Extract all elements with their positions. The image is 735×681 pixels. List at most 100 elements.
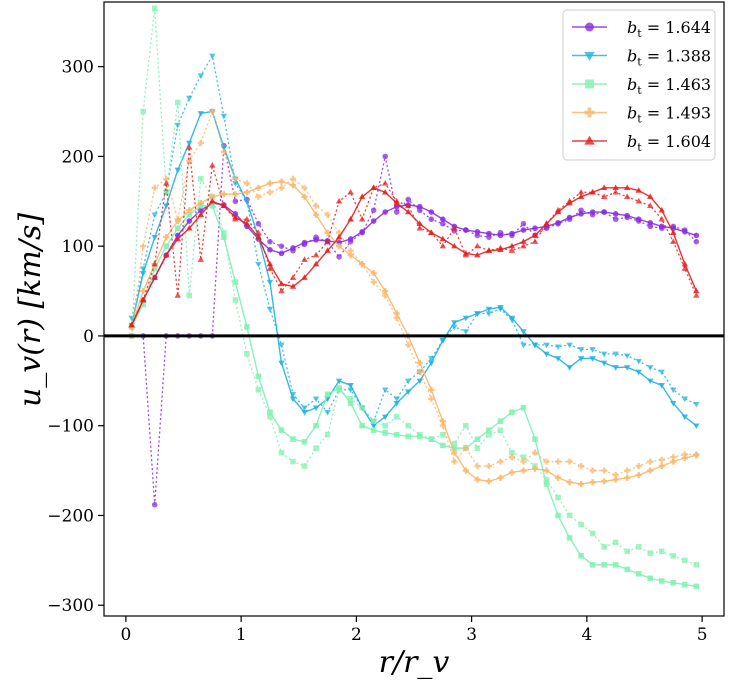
smooth-point bbox=[440, 216, 446, 223]
smooth-point bbox=[151, 265, 158, 272]
smooth-point bbox=[543, 481, 550, 487]
smooth-point bbox=[289, 283, 297, 289]
smooth-point bbox=[647, 575, 654, 582]
series-raw-line bbox=[131, 54, 697, 423]
smooth-point bbox=[139, 270, 147, 277]
raw-point bbox=[635, 358, 642, 365]
raw-point bbox=[670, 454, 677, 461]
raw-point bbox=[428, 395, 435, 402]
raw-point bbox=[267, 238, 273, 245]
raw-point bbox=[358, 215, 366, 222]
raw-point bbox=[278, 342, 285, 349]
raw-point bbox=[347, 395, 354, 402]
raw-point bbox=[416, 368, 423, 375]
smooth-point bbox=[382, 287, 389, 295]
raw-point bbox=[174, 99, 181, 106]
smooth-point bbox=[474, 251, 481, 258]
raw-point bbox=[301, 405, 308, 412]
raw-point bbox=[520, 220, 527, 227]
raw-point bbox=[393, 396, 400, 403]
legend-label: bt = 1.644 bbox=[627, 18, 711, 40]
smooth-point bbox=[197, 199, 204, 207]
smooth-point bbox=[266, 180, 274, 187]
smooth-point bbox=[244, 324, 250, 330]
raw-point bbox=[451, 458, 458, 465]
smooth-point bbox=[243, 220, 251, 226]
smooth-point bbox=[267, 409, 273, 416]
y-tick-label: 0 bbox=[83, 327, 94, 347]
raw-point bbox=[600, 351, 608, 358]
smooth-point bbox=[508, 242, 516, 249]
smooth-point bbox=[174, 235, 181, 242]
smooth-point bbox=[186, 211, 193, 218]
smooth-point bbox=[474, 229, 481, 235]
smooth-point bbox=[381, 414, 389, 421]
raw-point bbox=[474, 463, 481, 470]
smooth-point bbox=[243, 199, 251, 205]
raw-point bbox=[451, 440, 458, 447]
smooth-point bbox=[393, 310, 400, 317]
smooth-point bbox=[497, 474, 504, 481]
smooth-point bbox=[393, 401, 400, 407]
raw-point bbox=[462, 445, 469, 452]
smooth-point bbox=[347, 215, 354, 222]
raw-point bbox=[658, 548, 665, 555]
legend-marker bbox=[584, 51, 595, 61]
legend-value: = 1.388 bbox=[642, 47, 711, 66]
raw-point bbox=[347, 387, 354, 394]
raw-point bbox=[278, 243, 285, 249]
smooth-point bbox=[439, 235, 447, 242]
raw-point bbox=[577, 347, 585, 353]
raw-point bbox=[405, 378, 412, 385]
raw-point bbox=[335, 197, 343, 204]
raw-point bbox=[577, 188, 585, 195]
smooth-point bbox=[382, 209, 388, 215]
x-tick-label: 4 bbox=[581, 625, 592, 645]
raw-point bbox=[670, 553, 677, 559]
raw-point bbox=[612, 351, 619, 358]
smooth-point bbox=[497, 246, 504, 252]
smooth-point bbox=[278, 280, 285, 287]
smooth-point bbox=[693, 232, 700, 239]
raw-point bbox=[623, 353, 631, 360]
smooth-point bbox=[658, 223, 665, 230]
smooth-point bbox=[347, 252, 354, 259]
smooth-point bbox=[624, 566, 630, 573]
raw-point bbox=[670, 238, 677, 244]
raw-point bbox=[485, 311, 493, 317]
smooth-point bbox=[370, 270, 377, 277]
smooth-point bbox=[681, 414, 689, 421]
smooth-point bbox=[612, 365, 619, 371]
raw-point bbox=[682, 557, 688, 564]
raw-point bbox=[555, 494, 561, 501]
raw-point bbox=[647, 458, 654, 465]
legend-frame bbox=[562, 9, 716, 161]
raw-point bbox=[405, 422, 412, 429]
smooth-point bbox=[601, 478, 608, 485]
series-4 bbox=[128, 108, 700, 488]
smooth-point bbox=[151, 234, 158, 241]
legend-symbol: b bbox=[627, 47, 637, 66]
smooth-point bbox=[324, 391, 331, 398]
smooth-point bbox=[543, 220, 550, 226]
smooth-point bbox=[693, 452, 700, 459]
smooth-point bbox=[612, 184, 619, 191]
raw-point bbox=[370, 278, 377, 286]
smooth-point bbox=[474, 476, 481, 483]
legend-subscript: t bbox=[637, 113, 642, 126]
smooth-point bbox=[232, 214, 239, 220]
smooth-point bbox=[531, 465, 539, 472]
smooth-point bbox=[278, 250, 285, 257]
raw-point bbox=[589, 530, 596, 537]
raw-point bbox=[290, 458, 296, 465]
smooth-point bbox=[140, 287, 147, 295]
smooth-point bbox=[198, 207, 204, 214]
raw-point bbox=[497, 458, 504, 465]
raw-point bbox=[623, 193, 631, 200]
raw-point bbox=[336, 254, 342, 260]
smooth-point bbox=[428, 436, 435, 442]
raw-point bbox=[255, 261, 262, 268]
x-tick-label: 0 bbox=[120, 625, 131, 645]
raw-point bbox=[301, 463, 308, 469]
